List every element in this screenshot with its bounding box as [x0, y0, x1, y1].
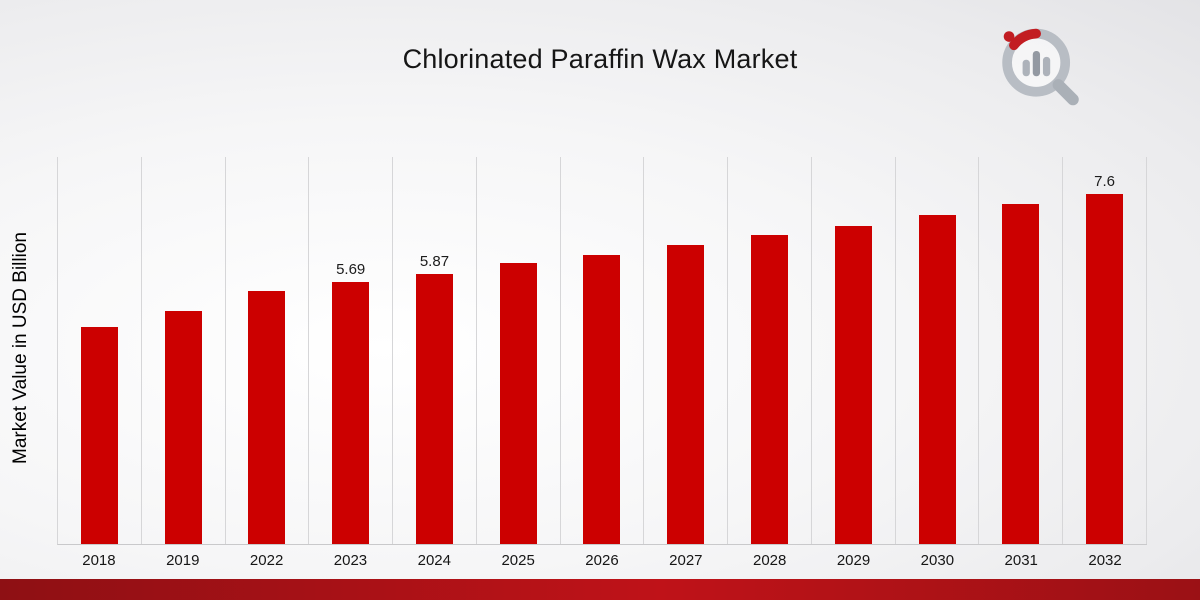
x-tick-2028: 2028: [752, 552, 787, 569]
bar-slot: [896, 157, 980, 544]
bar-2028: [751, 235, 788, 544]
brand-logo-icon: [992, 22, 1090, 114]
chart-title: Chlorinated Paraffin Wax Market: [402, 44, 798, 74]
bar-slot: [58, 157, 142, 544]
bar-2025: [499, 262, 537, 544]
bar-value-label: 5.87: [419, 252, 450, 270]
bar-2032: [1086, 193, 1124, 544]
x-tick-2029: 2029: [836, 552, 871, 569]
bar-2029: [834, 226, 872, 544]
footer-strip: [0, 579, 1200, 600]
bar-2026: [583, 254, 621, 544]
bar-2024: [415, 273, 453, 544]
bar-2019: [164, 311, 202, 544]
bar-slot: [226, 157, 310, 544]
x-tick-2024: 2024: [417, 552, 451, 569]
bar-2023: [332, 281, 370, 544]
x-tick-2027: 2027: [669, 552, 703, 569]
bar-2031: [1002, 204, 1040, 544]
bar-2027: [667, 245, 705, 544]
bar-2018: [80, 327, 118, 544]
x-tick-2030: 2030: [920, 552, 955, 569]
bar-slot: 5.87: [393, 157, 477, 544]
x-tick-2025: 2025: [501, 552, 535, 569]
bar-slot: [812, 157, 896, 544]
x-tick-2031: 2031: [1004, 552, 1038, 569]
bar-value-label: 7.6: [1094, 172, 1115, 190]
bar-slot: [477, 157, 561, 544]
y-axis-label: Market Value in USD Billion: [4, 150, 38, 545]
bar-slot: [142, 157, 226, 544]
x-tick-2019: 2019: [166, 552, 200, 569]
bar-2022: [248, 290, 286, 544]
bar-2030: [918, 214, 956, 544]
x-tick-2032: 2032: [1088, 552, 1122, 569]
bar-slot: 7.6: [1063, 157, 1147, 544]
x-tick-2026: 2026: [585, 552, 619, 569]
x-tick-2022: 2022: [249, 552, 284, 569]
y-axis-label-text: Market Value in USD Billion: [10, 231, 31, 464]
bar-slot: 5.69: [309, 157, 394, 544]
x-axis: 2018 2019 2022 2023 2024 2025 2026 2027 2028 2029…: [57, 552, 1147, 569]
bar-slot: [644, 157, 729, 544]
bar-value-label: 5.69: [336, 260, 366, 278]
bar-slot: [561, 157, 645, 544]
bar-slot: [979, 157, 1064, 544]
x-tick-2018: 2018: [82, 552, 116, 569]
plot-area: 5.69 5.87 7.6: [57, 157, 1147, 545]
bar-slot: [728, 157, 812, 544]
x-tick-2023: 2023: [333, 552, 368, 569]
